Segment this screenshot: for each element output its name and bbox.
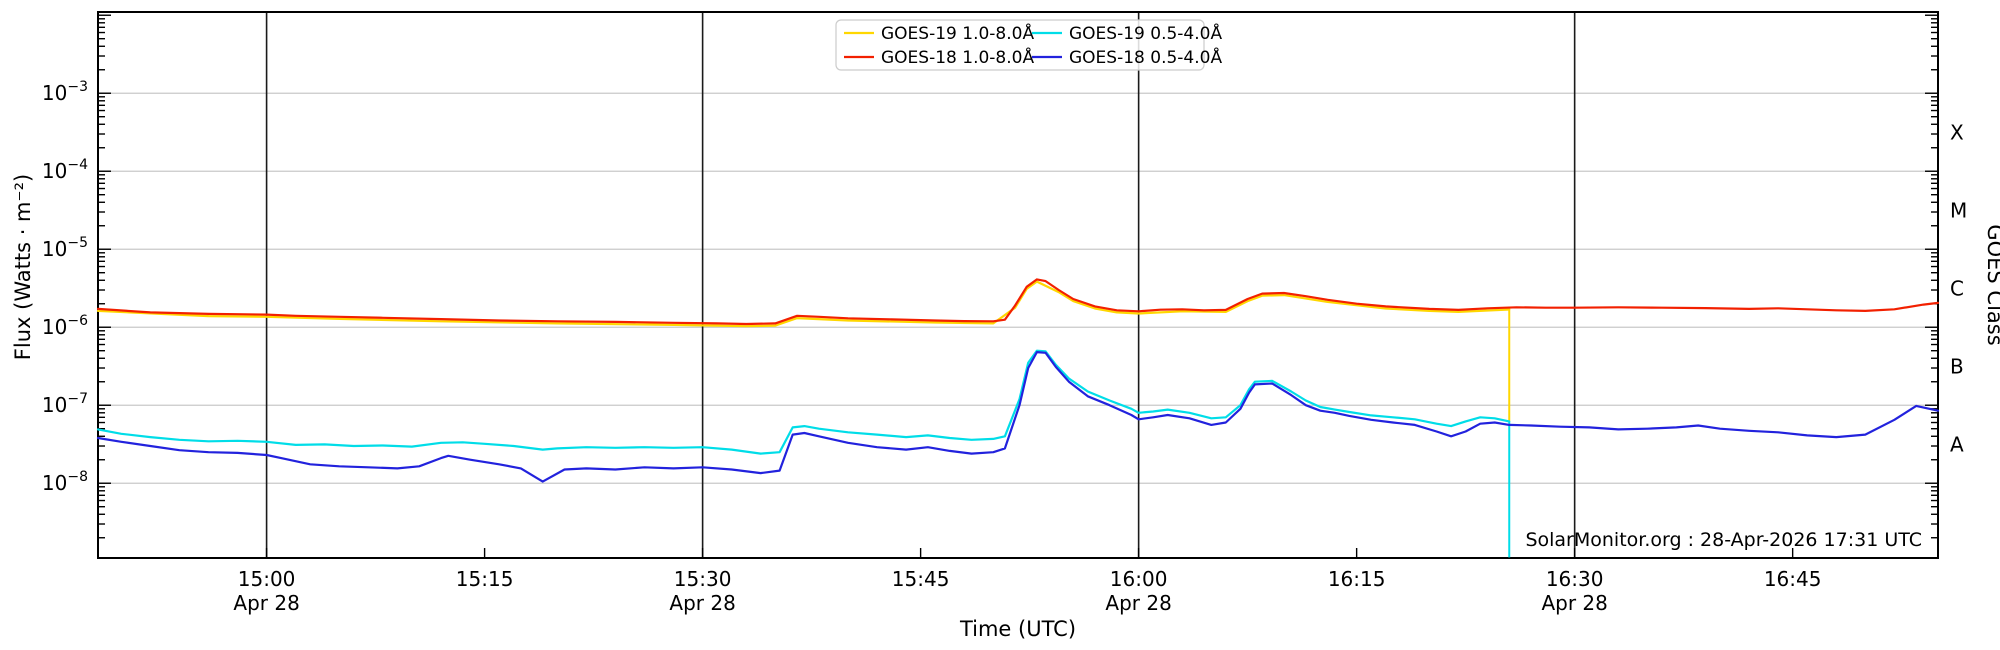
- goes-class-labels: X M C B A: [1950, 120, 1967, 456]
- y-tick-label-10⁻³: 10−3: [42, 79, 88, 105]
- x-tick-label-15:00: 15:00: [238, 567, 296, 591]
- y-tick-label-10⁻⁸: 10−8: [42, 469, 88, 495]
- axes-spines: [97, 11, 1939, 559]
- y-tick-label-10⁻⁵: 10−5: [42, 235, 88, 261]
- x-tick-label-16:00: 16:00: [1110, 567, 1168, 591]
- solarmonitor-annotation: SolarMonitor.org : 28-Apr-2026 17:31 UTC: [1525, 529, 1922, 551]
- plot-background: [98, 12, 1938, 558]
- flux-series: [96, 278, 1940, 483]
- goes-class-label-A: A: [1950, 432, 1964, 456]
- legend-label-GOES-19 0.5-4.0Å: GOES-19 0.5-4.0Å: [1069, 22, 1222, 44]
- legend-label-GOES-18 0.5-4.0Å: GOES-18 0.5-4.0Å: [1069, 46, 1222, 68]
- goes-class-label-C: C: [1950, 276, 1964, 300]
- series-goes18-short: [96, 351, 1940, 483]
- y-tick-label-10⁻⁴: 10−4: [42, 157, 88, 183]
- series-goes19-long: [96, 280, 1511, 328]
- right-axis-title: GOES Class: [1983, 224, 2000, 345]
- legend-label-GOES-19 1.0-8.0Å: GOES-19 1.0-8.0Å: [881, 22, 1034, 44]
- x-date-label-16:30: Apr 28: [1541, 591, 1607, 615]
- axis-ticks: [98, 14, 1938, 558]
- x-tick-label-15:30: 15:30: [674, 567, 732, 591]
- legend-box: [835, 19, 1205, 71]
- x-date-label-16:00: Apr 28: [1105, 591, 1171, 615]
- y-tick-labels: 10−3 10−4 10−5 10−6 10−7 10−8: [42, 79, 88, 495]
- series-goes18-long: [96, 278, 1940, 326]
- x-tick-label-15:45: 15:45: [892, 567, 950, 591]
- y-axis-title: Flux (Watts · m⁻²): [11, 174, 35, 360]
- x-tick-label-16:15: 16:15: [1328, 567, 1386, 591]
- goes-class-label-X: X: [1950, 120, 1964, 144]
- goes-class-label-B: B: [1950, 354, 1964, 378]
- x-date-label-15:30: Apr 28: [669, 591, 735, 615]
- x-date-label-15:00: Apr 28: [233, 591, 299, 615]
- x-tick-label-16:45: 16:45: [1764, 567, 1822, 591]
- y-tick-label-10⁻⁶: 10−6: [42, 313, 88, 339]
- legend-label-GOES-18 1.0-8.0Å: GOES-18 1.0-8.0Å: [881, 46, 1034, 68]
- x-tick-label-15:15: 15:15: [456, 567, 514, 591]
- series-goes19-short: [96, 349, 1511, 455]
- x-axis-title: Time (UTC): [959, 617, 1076, 641]
- y-tick-label-10⁻⁷: 10−7: [42, 391, 88, 417]
- goes-class-label-M: M: [1950, 198, 1967, 222]
- x-tick-label-16:30: 16:30: [1546, 567, 1604, 591]
